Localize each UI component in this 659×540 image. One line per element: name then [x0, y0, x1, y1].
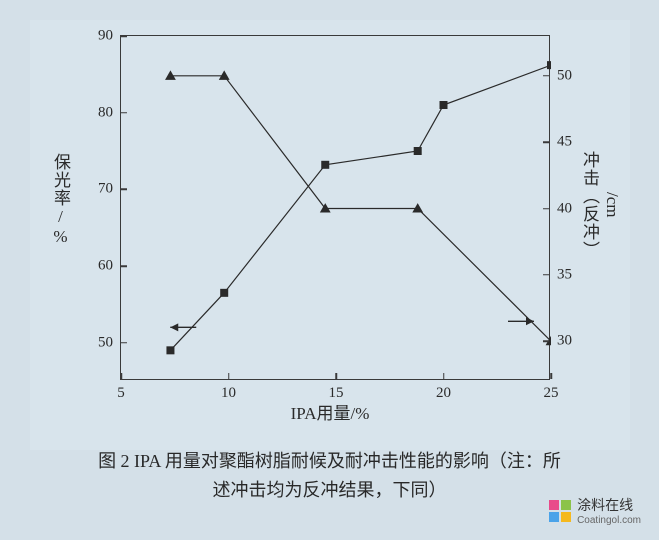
- logo-brand-text: 涂料在线: [577, 495, 641, 515]
- x-axis-label: IPA用量/%: [291, 399, 370, 424]
- figure-caption: 图 2 IPA 用量对聚酯树脂耐候及耐冲击性能的影响（注：所 述冲击均为反冲结果…: [50, 447, 610, 505]
- caption-line2: 述冲击均为反冲结果，下同）: [213, 480, 447, 500]
- xtick: 25: [544, 379, 559, 402]
- y-axis-left-label: 保光率/%: [48, 153, 73, 247]
- ytick-right: 50: [549, 67, 572, 84]
- ytick-left: 60: [98, 258, 121, 275]
- ytick-left: 80: [98, 104, 121, 121]
- logo-sub-text: Coatingol.com: [577, 515, 641, 526]
- ytick-right: 30: [549, 333, 572, 350]
- xtick: 10: [221, 379, 236, 402]
- logo-text-wrap: 涂料在线 Coatingol.com: [577, 495, 641, 526]
- y-axis-right-label: 冲击（反冲）/cm: [577, 151, 622, 259]
- xtick: 20: [436, 379, 451, 402]
- caption-line1: 图 2 IPA 用量对聚酯树脂耐候及耐冲击性能的影响（注：所: [98, 451, 561, 471]
- chart-svg: [121, 36, 551, 381]
- ytick-right: 35: [549, 266, 572, 283]
- logo-icon: [549, 500, 571, 522]
- chart-container: 保光率/% 冲击（反冲）/cm 506070809030354045505101…: [30, 20, 630, 450]
- y-right-cn: 冲击（反冲）: [577, 151, 602, 259]
- xtick: 5: [117, 379, 125, 402]
- ytick-left: 50: [98, 334, 121, 351]
- y-right-unit: /cm: [602, 192, 622, 218]
- brand-logo: 涂料在线 Coatingol.com: [549, 495, 641, 526]
- ytick-right: 45: [549, 134, 572, 151]
- ytick-left: 70: [98, 181, 121, 198]
- plot-area: 50607080903035404550510152025: [120, 35, 550, 380]
- ytick-left: 90: [98, 28, 121, 45]
- ytick-right: 40: [549, 200, 572, 217]
